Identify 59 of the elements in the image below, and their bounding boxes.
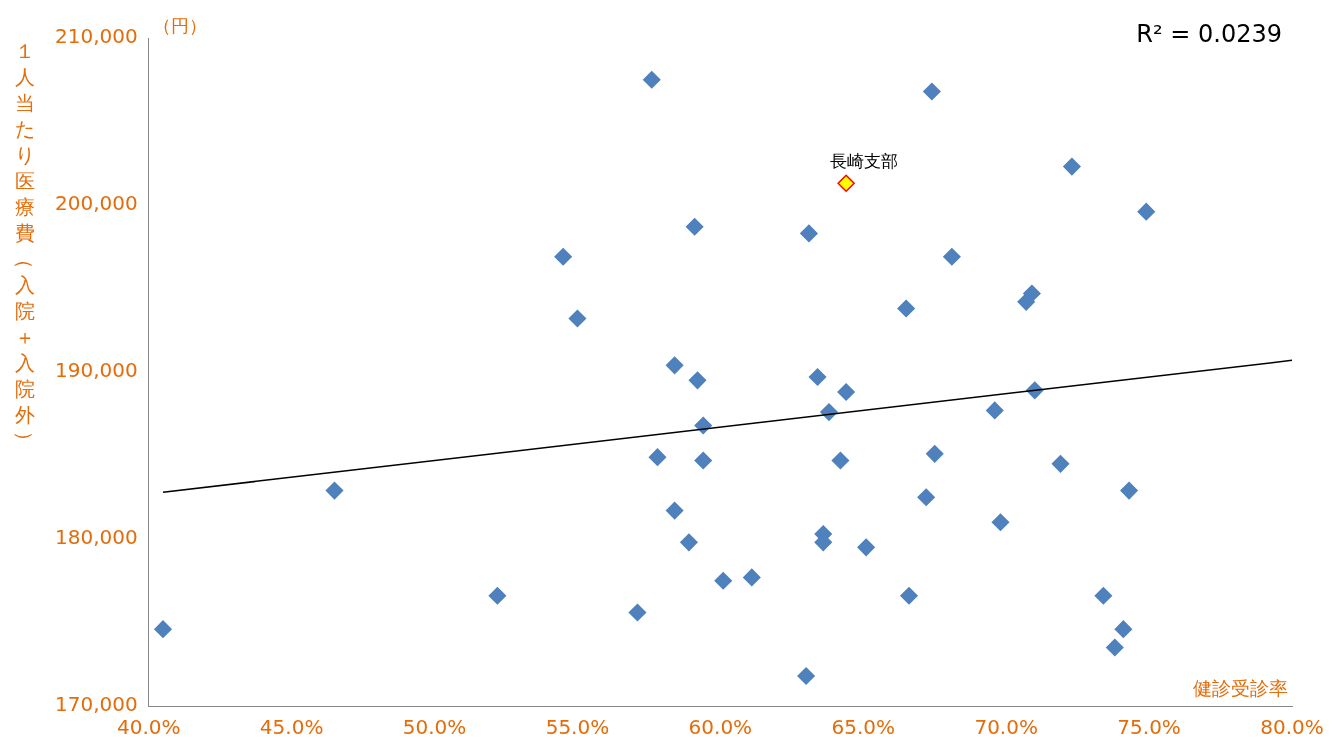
x-tick-label: 50.0% (402, 715, 467, 740)
annotation: 長崎支部 (830, 151, 899, 172)
point (917, 488, 935, 506)
point (643, 71, 661, 89)
point (694, 416, 712, 435)
x-tick-label: 75.0% (1117, 715, 1181, 740)
point (325, 481, 344, 500)
x-tick-label: 80.0% (1260, 715, 1324, 740)
point (800, 224, 818, 243)
annotation: R² = 0.0239 (1136, 20, 1282, 49)
point (900, 587, 918, 605)
point (688, 371, 707, 390)
text: １人当たり医療費（入院＋入院外） (13, 39, 37, 451)
point (1106, 638, 1124, 657)
point (488, 587, 507, 605)
point (743, 568, 761, 587)
point (680, 533, 698, 552)
point (897, 299, 915, 318)
point (991, 513, 1010, 532)
point (808, 368, 827, 386)
point (568, 309, 587, 328)
point (685, 217, 704, 236)
point (837, 174, 855, 193)
y-tick-label: 200,000 (54, 191, 138, 216)
point (648, 448, 667, 466)
x-tick-label: 45.0% (259, 715, 324, 740)
y-tick-label: 210,000 (54, 24, 138, 49)
point (831, 451, 850, 470)
text: （円） (152, 14, 207, 36)
point (714, 572, 732, 590)
point (665, 356, 684, 375)
y-tick-label: 180,000 (54, 525, 138, 550)
point (554, 248, 572, 266)
point (1120, 481, 1138, 500)
point (925, 445, 944, 463)
point (1137, 202, 1155, 221)
point (985, 401, 1004, 420)
x-axis-title: 健診受診率 (1193, 677, 1288, 700)
x-tick-label: 65.0% (831, 715, 896, 740)
x-tick-label: 40.0% (116, 715, 181, 740)
point (1051, 455, 1070, 473)
point (1094, 587, 1113, 605)
point (1114, 620, 1133, 638)
point (857, 538, 875, 557)
point (837, 383, 855, 401)
point (1063, 157, 1081, 176)
point (943, 248, 961, 266)
y-tick-label: 190,000 (54, 358, 138, 383)
point (665, 501, 684, 520)
point (797, 667, 815, 685)
x-tick-label: 60.0% (688, 715, 753, 740)
x-tick-label: 70.0% (974, 715, 1038, 740)
point (923, 82, 941, 101)
point (628, 603, 647, 622)
point (694, 451, 712, 470)
point (1023, 284, 1041, 303)
y-tick-label: 170,000 (54, 692, 138, 717)
x-tick-label: 55.0% (545, 715, 610, 740)
point (154, 620, 172, 638)
